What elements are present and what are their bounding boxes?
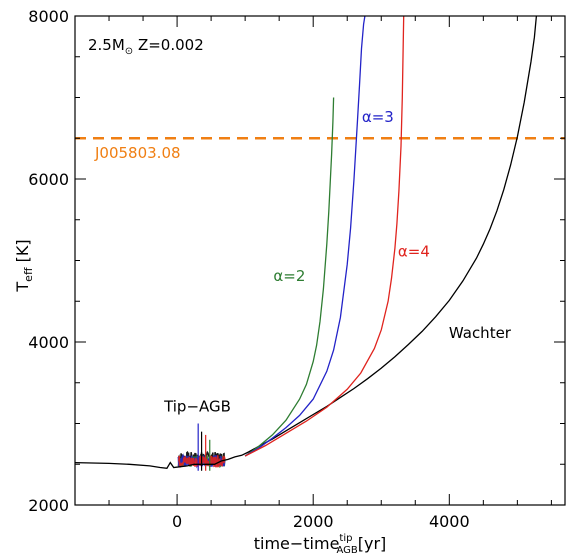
y-tick-label: 8000 [28, 7, 69, 26]
annotation-3: α=4 [398, 242, 430, 260]
text-layer: 0 2000 4000 2000 4000 6000 8000 time−timetip AGB… [13, 7, 512, 556]
annotation-0: Tip−AGB [163, 397, 231, 415]
y-tick-label: 2000 [28, 496, 69, 515]
x-axis-title: time−timetip AGB[yr] [254, 533, 387, 556]
y-axis-title: Teff [K] [13, 239, 35, 292]
annotation-4: Wachter [449, 324, 512, 342]
series-line-1 [244, 97, 335, 457]
series-line-0 [75, 16, 538, 469]
plot-layer [75, 16, 565, 471]
y-tick-label: 6000 [28, 170, 69, 189]
x-tick-label: 2000 [293, 512, 334, 531]
panel-label: 2.5M⊙ Z=0.002 [88, 36, 204, 57]
plot-area [75, 16, 565, 471]
x-tick-label: 0 [172, 512, 182, 531]
x-tick-label: 4000 [429, 512, 470, 531]
annotation-2: α=3 [362, 108, 394, 126]
reference-line-label: J005803.08 [94, 144, 181, 162]
series-line-2 [244, 16, 366, 457]
annotation-1: α=2 [273, 267, 305, 285]
axes-layer [74, 15, 566, 506]
y-tick-label: 4000 [28, 333, 69, 352]
plot-frame [74, 15, 566, 506]
series-line-3 [244, 16, 405, 457]
